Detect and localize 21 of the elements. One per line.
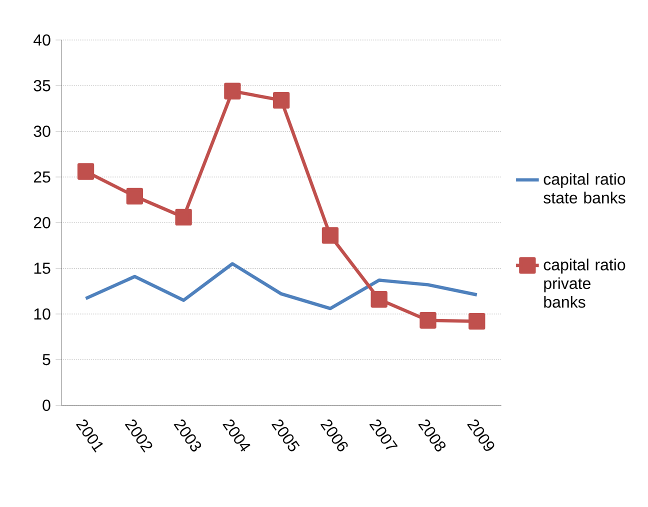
y-tick-label: 15 (34, 262, 50, 274)
y-tick-label: 0 (42, 400, 50, 412)
legend-label: capital ratio state banks (544, 173, 626, 204)
y-tick-label: 40 (34, 34, 50, 46)
y-tick-label: 20 (34, 217, 50, 228)
y-tick-label: 10 (34, 308, 50, 320)
point (322, 227, 339, 244)
y-tick-label: 5 (42, 354, 50, 366)
point (272, 92, 290, 109)
point (420, 312, 436, 329)
point (468, 313, 486, 330)
y-tick-label: 35 (34, 80, 50, 92)
line-series (84, 262, 479, 310)
legend-label: capital ratio private banks (544, 258, 626, 308)
point (77, 163, 94, 180)
y-tick-label: 25 (34, 172, 50, 183)
point (224, 82, 241, 100)
y-tick-label: 30 (34, 126, 50, 138)
point (370, 291, 388, 308)
point (126, 188, 144, 205)
point (175, 209, 192, 226)
